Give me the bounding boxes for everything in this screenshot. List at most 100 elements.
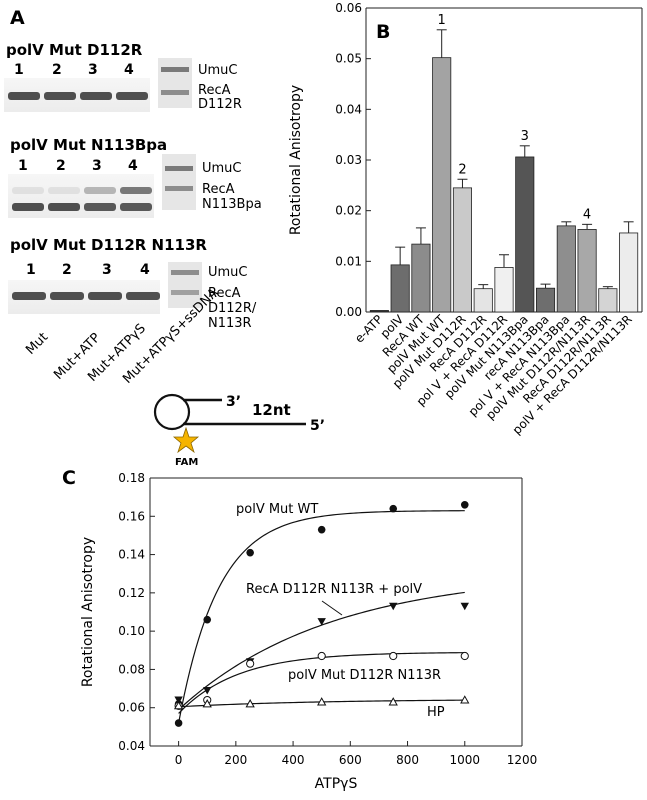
panel-c-xtick-label: 400 [282, 753, 305, 767]
series-label-polv-mut-d112r-n113r: polV Mut D112R N113R [288, 668, 441, 683]
series-label-polv-mut-wt: polV Mut WT [236, 502, 318, 517]
bar-11 [598, 288, 618, 313]
gel-2-upper-band-lane-3 [84, 187, 116, 194]
gel-2-band-lane-3 [84, 203, 116, 211]
bar-10 [577, 229, 597, 313]
gel-2-band-lane-2 [48, 203, 80, 211]
gel-2-lane-4: 4 [128, 158, 138, 174]
bar-annotation-3: 3 [521, 129, 529, 144]
panel-c-ytick-label: 0.06 [118, 701, 145, 715]
gel-3-band-lane-3 [88, 292, 122, 300]
gel-3-band-lane-1 [12, 292, 46, 300]
gel-2-umuc-label: UmuC [202, 161, 242, 176]
gel-1-band-lane-2 [44, 92, 76, 100]
panel-b-ytick-label: 0.02 [335, 204, 362, 218]
gel-3-lane-1: 1 [26, 262, 36, 278]
bar-2 [411, 243, 431, 313]
bar-annotation-2: 2 [458, 162, 466, 177]
gel-1-title: polV Mut D112R [6, 41, 143, 59]
condition-mut: Mut [23, 330, 51, 358]
gel-2-inset [162, 154, 196, 210]
gel-3-lane-4: 4 [140, 262, 150, 278]
bar-3 [432, 57, 452, 313]
gel-2-band-lane-4 [120, 203, 152, 211]
gel-2-upper-band-lane-4 [120, 187, 152, 194]
panel-b-ytick-label: 0.01 [335, 254, 362, 268]
gel-3-lane-3: 3 [102, 262, 112, 278]
series-3-point-4 [388, 697, 398, 706]
panel-c-chart: C Rotational Anisotropy ATPγS 0 200 400 600… [62, 467, 537, 792]
gel-2-upper-band-lane-1 [12, 187, 44, 194]
bar-0 [369, 310, 389, 313]
bar-annotation-4: 4 [583, 207, 591, 222]
series-0-point-4 [317, 525, 326, 534]
gel-1-inset-umuc-band [161, 67, 189, 72]
gel-1: polV Mut D112R 1 2 3 4 UmuC RecA D112R [4, 41, 242, 112]
panel-b-ytick-label: 0.05 [335, 52, 362, 66]
panel-b-label: B [376, 21, 390, 43]
series-1-point-1 [203, 686, 212, 695]
fam-star-icon [172, 426, 200, 454]
panel-c-ytick-label: 0.04 [118, 739, 145, 753]
series-1-point-5 [460, 602, 469, 611]
label-5-prime: 5’ [310, 418, 325, 434]
gel-3: polV Mut D112R N113R 1 2 3 4 UmuC RecA D… [8, 236, 257, 331]
gel-2: polV Mut N113Bpa 1 2 3 4 UmuC RecA N113B… [8, 136, 262, 218]
gel-1-mut-label: D112R [198, 97, 242, 112]
series-0-point-2 [203, 615, 212, 624]
panel-c-label: C [62, 467, 76, 489]
bar-8 [536, 287, 556, 313]
panel-c-xtick-label: 600 [339, 753, 362, 767]
gel-3-title: polV Mut D112R N113R [10, 236, 207, 254]
series-0-point-5 [389, 504, 398, 513]
series-1-point-4 [389, 602, 398, 611]
panel-c-xtick-label: 0 [175, 753, 183, 767]
panel-b-ytick-label: 0.03 [335, 153, 362, 167]
gel-2-title: polV Mut N113Bpa [10, 136, 167, 154]
gel-2-upper-band-lane-2 [48, 187, 80, 194]
gel-2-band-lane-1 [12, 203, 44, 211]
panel-c-ytick-label: 0.16 [118, 509, 145, 523]
panel-c-xtick-label: 800 [396, 753, 419, 767]
panel-c-ytick-label: 0.12 [118, 586, 145, 600]
gel-2-inset-reca-band [165, 186, 193, 191]
panel-b-ytick-label: 0.00 [335, 305, 362, 319]
bar-annotation-1: 1 [438, 13, 446, 28]
series-3-point-1 [202, 699, 212, 708]
gel-2-lane-1: 1 [18, 158, 28, 174]
gel-1-lane-4: 4 [124, 62, 134, 78]
gel-1-lane-1: 1 [14, 62, 24, 78]
bar-1 [390, 264, 410, 313]
gel-2-mut-label: N113Bpa [202, 197, 262, 212]
fit-curve-1 [178, 591, 465, 711]
series-0-point-3 [246, 548, 254, 557]
panel-c-xtick-label: 200 [224, 753, 247, 767]
hairpin-loop [153, 393, 191, 431]
fit-curve-0 [178, 510, 465, 724]
series-1-point-3 [317, 618, 326, 626]
panel-b-ytick-label: 0.06 [335, 1, 362, 15]
series-0-point-0 [174, 719, 183, 727]
gel-1-band-lane-1 [8, 92, 40, 100]
hairpin-schematic: 3’ 12nt 5’ FAM [153, 393, 325, 468]
series-3-point-3 [317, 697, 327, 706]
series-3-point-5 [460, 695, 470, 704]
gel-3-lane-2: 2 [62, 262, 72, 278]
panel-c-ylabel: Rotational Anisotropy [80, 537, 96, 687]
gel-1-lane-3: 3 [88, 62, 98, 78]
gel-2-reca-label: RecA [202, 182, 235, 197]
gel-3-inset [168, 262, 202, 308]
series-2-point-5 [460, 651, 469, 661]
panel-c-xtick-label: 1000 [449, 753, 480, 767]
series-2-point-4 [389, 651, 398, 661]
series-2-point-2 [246, 659, 255, 668]
gel-1-inset-reca-band [161, 90, 189, 95]
series-label-hp: HP [427, 705, 445, 720]
series-3-point-0 [173, 700, 184, 710]
series-0-point-6 [460, 501, 469, 509]
label-3-prime: 3’ [226, 394, 241, 410]
bar-7 [515, 156, 535, 313]
panel-b-ylabel: Rotational Anisotropy [288, 85, 304, 235]
panel-b-chart: B Rotational Anisotropy 0.00 0.01 0.02 0.03… [288, 1, 643, 437]
